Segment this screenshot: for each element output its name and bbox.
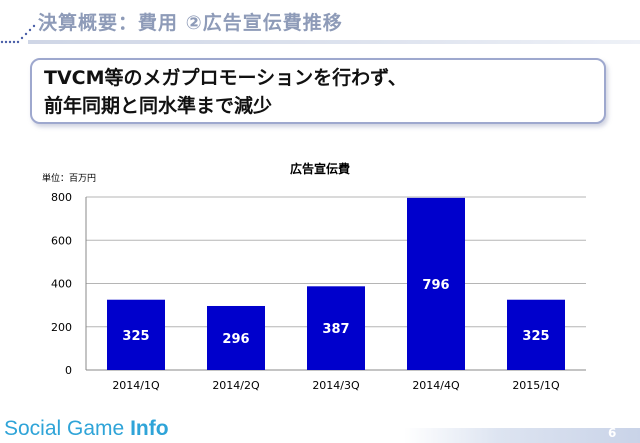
bar <box>407 197 465 370</box>
bar <box>307 286 365 370</box>
callout-line-2: 前年同期と同水準まで減少 <box>44 95 273 117</box>
bar <box>207 305 265 370</box>
x-tick-label: 2015/1Q <box>512 379 560 392</box>
y-tick-label: 600 <box>51 234 72 247</box>
x-tick-label: 2014/3Q <box>312 379 360 392</box>
x-tick-label: 2014/2Q <box>212 379 260 392</box>
x-tick-label: 2014/4Q <box>412 379 460 392</box>
bar-value-label: 296 <box>222 332 249 347</box>
unit-label: 単位：百万円 <box>42 172 96 184</box>
summary-callout: TVCM等のメガプロモーションを行わず、 前年同期と同水準まで減少 <box>30 58 606 124</box>
page-title: 決算概要：費用 ②広告宣伝費推移 <box>38 12 343 34</box>
callout-line-1: TVCM等のメガプロモーションを行わず、 <box>44 67 407 89</box>
bar <box>507 299 565 370</box>
bar-value-label: 325 <box>122 329 149 344</box>
y-tick-label: 0 <box>65 364 72 377</box>
bar-value-label: 325 <box>522 329 549 344</box>
bar-value-label: 796 <box>422 278 449 293</box>
page-number: 6 <box>608 426 617 440</box>
brand-light-text: Social Game <box>4 417 131 440</box>
y-tick-label: 800 <box>51 191 72 204</box>
header-rule <box>28 40 640 44</box>
brand-bold-text: Info <box>130 417 169 440</box>
bar-value-label: 387 <box>322 322 349 337</box>
callout-text: TVCM等のメガプロモーションを行わず、 前年同期と同水準まで減少 <box>44 64 407 120</box>
footer-bar <box>404 428 640 443</box>
y-tick-label: 400 <box>51 278 72 291</box>
x-tick-label: 2014/1Q <box>112 379 160 392</box>
bar <box>107 299 165 370</box>
y-tick-label: 200 <box>51 321 72 334</box>
dotted-decoration <box>0 24 36 44</box>
brand-logo: Social Game Info <box>4 417 169 441</box>
chart-title: 広告宣伝費 <box>290 161 350 176</box>
